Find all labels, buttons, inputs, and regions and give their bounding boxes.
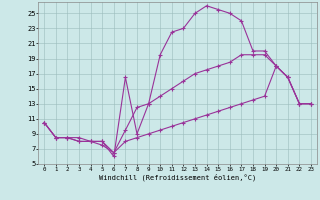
X-axis label: Windchill (Refroidissement éolien,°C): Windchill (Refroidissement éolien,°C): [99, 173, 256, 181]
